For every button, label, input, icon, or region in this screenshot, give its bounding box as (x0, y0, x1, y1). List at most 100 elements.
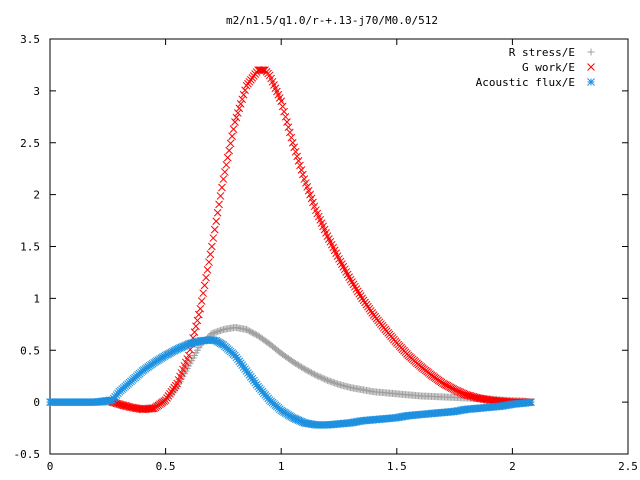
y-tick-label: 2 (33, 189, 40, 202)
data-point (231, 118, 239, 126)
data-point (303, 366, 311, 374)
data-point (289, 358, 297, 366)
data-point (286, 128, 294, 137)
data-point (193, 316, 202, 325)
data-point (119, 401, 128, 410)
x-tick-label: 0.5 (156, 460, 176, 473)
legend-label: G work/E (522, 61, 575, 74)
data-point (466, 392, 475, 400)
data-point (306, 368, 314, 376)
data-point (309, 370, 317, 378)
data-point (258, 66, 267, 74)
plot-frame (49, 38, 629, 455)
data-point (278, 102, 287, 111)
data-point (202, 273, 210, 282)
y-tick-label: -0.5 (14, 448, 41, 461)
data-point (194, 310, 203, 319)
data-point (244, 326, 252, 334)
chart-title: m2/n1.5/q1.0/r-+.13-j70/M0.0/512 (226, 14, 438, 27)
x-tick-label: 1 (278, 460, 285, 473)
data-point (295, 361, 303, 369)
data-point (200, 281, 209, 290)
y-tick-label: 3 (33, 85, 40, 98)
data-point (319, 374, 327, 382)
data-point (225, 146, 234, 155)
y-tick-label: 0 (33, 396, 40, 409)
data-point (223, 153, 232, 162)
data-point (251, 330, 259, 338)
data-point (118, 401, 127, 409)
x-tick-label: 1.5 (387, 460, 407, 473)
data-point (219, 175, 228, 183)
data-point (284, 123, 293, 132)
data-point (211, 329, 219, 337)
data-point (238, 95, 247, 104)
y-tick-label: 1 (33, 292, 40, 305)
data-point (243, 326, 251, 333)
data-point (212, 328, 220, 336)
data-point (323, 376, 331, 384)
data-point (356, 292, 365, 300)
data-point (208, 330, 216, 338)
x-tick-label: 2.5 (618, 460, 638, 473)
data-point (334, 380, 342, 388)
data-point (205, 258, 213, 266)
data-point (315, 372, 323, 380)
y-tick-label: 3.5 (20, 33, 40, 46)
data-point (349, 280, 358, 289)
data-point (206, 250, 215, 259)
data-point (351, 282, 359, 291)
data-point (239, 90, 248, 99)
data-point (331, 379, 339, 387)
data-point (460, 390, 469, 399)
data-point (462, 391, 471, 399)
data-point (280, 107, 288, 116)
data-point (468, 392, 476, 401)
data-point (216, 192, 225, 200)
data-point (184, 351, 193, 360)
data-point (241, 86, 249, 95)
data-point (294, 157, 303, 165)
data-point (293, 360, 301, 368)
data-point (250, 329, 258, 337)
data-point (296, 161, 304, 170)
y-tick-label: 2.5 (20, 137, 40, 150)
data-point (199, 289, 208, 298)
data-point (352, 285, 361, 293)
legend-label: R stress/E (509, 46, 575, 59)
data-point (233, 109, 242, 117)
data-point (215, 327, 223, 335)
data-point (293, 152, 301, 161)
data-point (209, 234, 218, 242)
y-tick-label: 1.5 (20, 241, 40, 254)
data-point (121, 401, 129, 410)
data-point (218, 326, 226, 334)
data-point (297, 363, 305, 371)
legend-marker (587, 48, 595, 56)
data-point (207, 242, 216, 251)
data-point (287, 133, 296, 142)
data-point (214, 328, 222, 336)
data-point (321, 375, 329, 383)
data-point (325, 377, 333, 385)
legend-label: Acoustic flux/E (476, 76, 575, 89)
series-layer (46, 66, 535, 429)
data-point (197, 297, 206, 305)
data-point (226, 139, 235, 148)
data-point (222, 160, 231, 169)
legend-marker (587, 78, 595, 86)
y-tick-label: 0.5 (20, 344, 40, 357)
x-tick-label: 0 (47, 460, 54, 473)
data-point (245, 327, 253, 335)
data-point (290, 359, 298, 367)
data-point (114, 399, 122, 408)
data-point (291, 147, 300, 156)
data-point (288, 138, 297, 147)
data-point (310, 370, 318, 378)
x-tick-label: 2 (509, 460, 516, 473)
legend-marker (587, 63, 595, 71)
data-point (527, 398, 535, 406)
data-point (247, 328, 255, 336)
legend: R stress/E G work/E Acoustic flux/E (476, 46, 595, 89)
data-point (322, 376, 330, 384)
